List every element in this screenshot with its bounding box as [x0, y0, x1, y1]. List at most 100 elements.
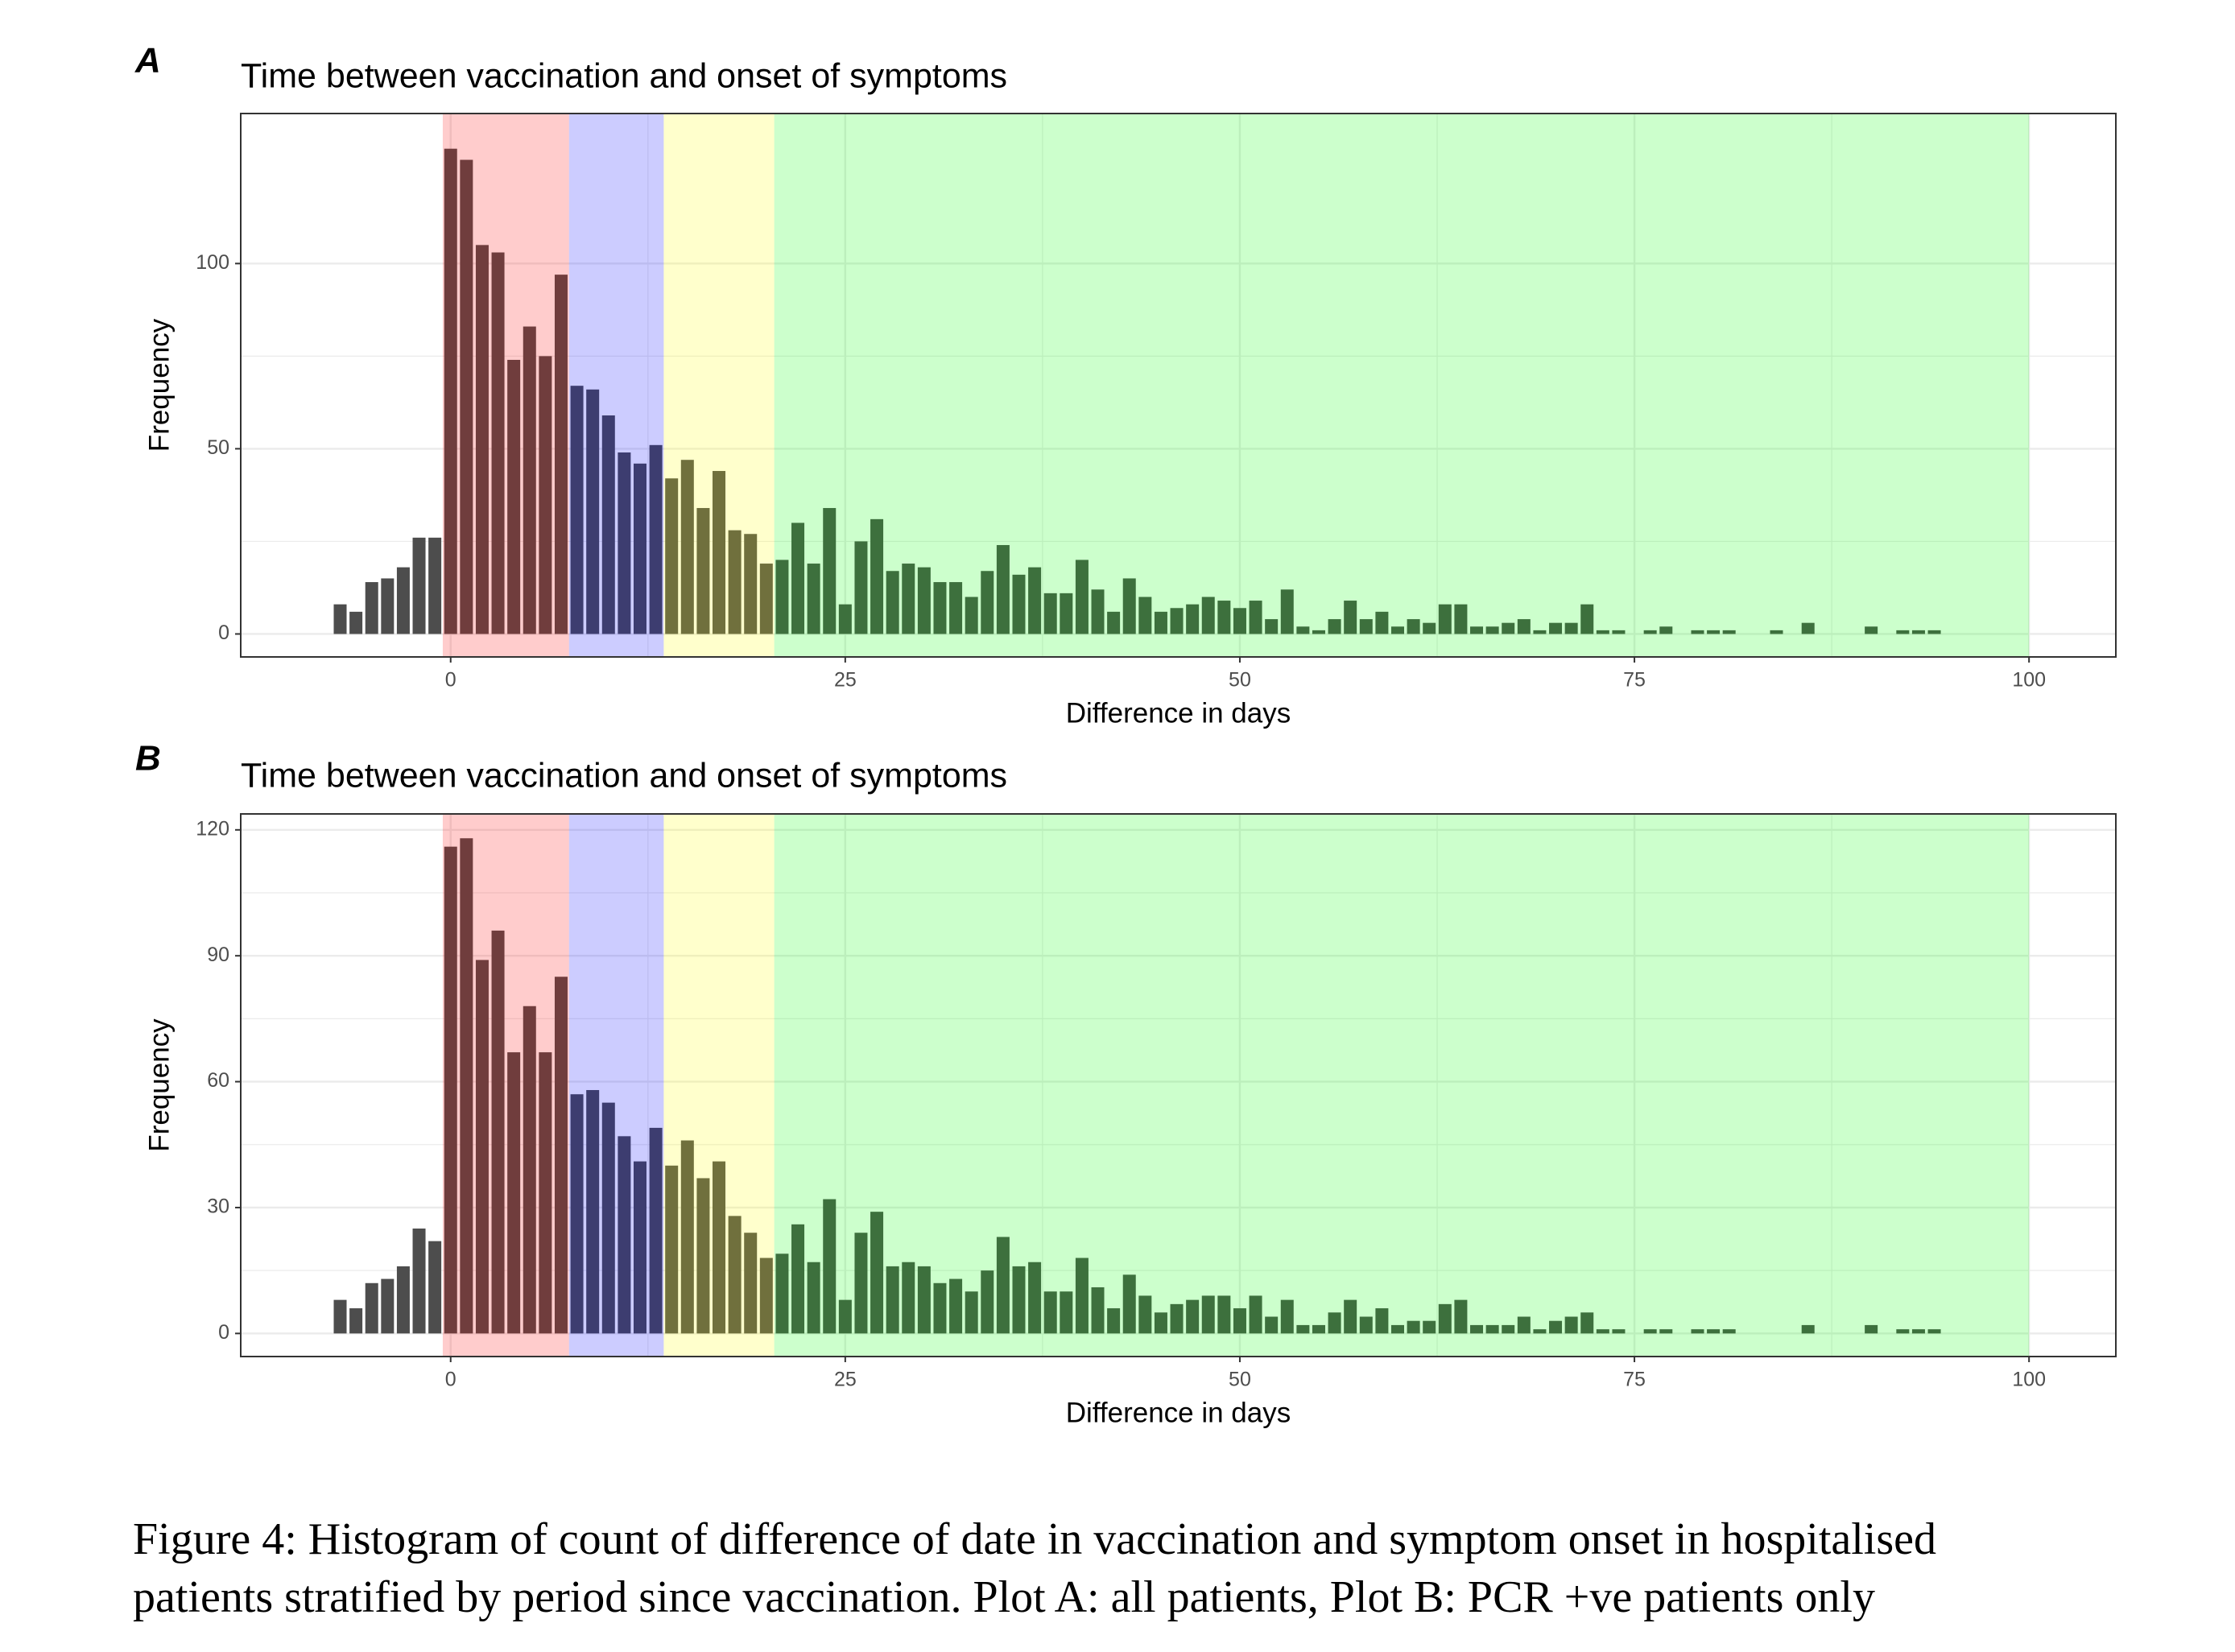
bar	[1328, 619, 1341, 634]
bar	[680, 460, 694, 634]
y-tick-label: 100	[196, 251, 229, 274]
bar	[633, 463, 647, 634]
bar	[1643, 630, 1657, 634]
y-axis-label: Frequency	[143, 318, 175, 452]
period-band	[442, 114, 569, 657]
bar	[1186, 604, 1200, 634]
bar	[1502, 622, 1515, 634]
bar	[491, 930, 505, 1334]
bar	[412, 1229, 426, 1334]
bar	[917, 567, 931, 634]
bar	[1643, 1329, 1657, 1334]
x-tick-label: 0	[445, 1369, 457, 1391]
bar	[870, 1212, 884, 1334]
bar	[838, 1299, 852, 1334]
bar	[507, 1052, 521, 1334]
bar	[1012, 1266, 1026, 1334]
bar	[1091, 589, 1105, 634]
bar	[1107, 611, 1121, 634]
bar	[1170, 608, 1184, 634]
bar	[1186, 1299, 1200, 1334]
bar	[1485, 1324, 1499, 1334]
bar	[570, 386, 584, 634]
bar	[1407, 1320, 1420, 1334]
bar	[601, 1102, 615, 1334]
bar	[539, 356, 552, 634]
period-band	[568, 814, 664, 1357]
bar	[886, 1266, 899, 1334]
bar	[365, 582, 378, 634]
bar	[1265, 619, 1279, 634]
bar	[1470, 626, 1484, 634]
bar	[965, 1291, 978, 1334]
x-tick-label: 0	[445, 669, 457, 692]
bar	[1028, 1262, 1042, 1334]
bar	[618, 1136, 631, 1334]
caption-line: patients stratified by period since vacc…	[133, 1572, 1875, 1622]
bar	[1107, 1308, 1121, 1334]
bar	[554, 275, 568, 634]
bar	[381, 578, 395, 634]
bar	[791, 1224, 805, 1334]
bar	[902, 1262, 915, 1334]
bar	[1390, 1324, 1405, 1334]
bar	[618, 452, 631, 634]
bar	[475, 960, 489, 1334]
period-band	[568, 114, 664, 657]
bar	[1075, 560, 1089, 634]
bar	[713, 471, 726, 634]
bar	[1502, 1324, 1515, 1334]
bar	[759, 564, 773, 634]
bar	[1122, 578, 1136, 634]
bar	[1344, 601, 1357, 634]
bar	[396, 567, 410, 634]
bar	[838, 604, 852, 634]
bar	[696, 508, 710, 634]
bar	[1312, 630, 1325, 634]
bar	[1517, 1316, 1531, 1334]
bar	[981, 1270, 994, 1334]
bar	[601, 415, 615, 634]
bar	[1280, 1299, 1294, 1334]
bar	[1691, 1329, 1704, 1334]
bar	[349, 1308, 363, 1334]
bar	[1911, 630, 1925, 634]
bar	[1423, 1320, 1436, 1334]
bar	[1122, 1274, 1136, 1334]
bar	[1043, 1291, 1057, 1334]
bar	[1138, 1295, 1152, 1334]
bar	[491, 252, 505, 634]
plot-background	[241, 114, 2116, 657]
bar	[1691, 630, 1704, 634]
x-tick-label: 75	[1623, 669, 1646, 692]
bar	[965, 597, 978, 634]
x-tick-label: 25	[834, 1369, 857, 1391]
bar	[1707, 1329, 1721, 1334]
bar	[412, 537, 426, 634]
bar	[823, 508, 837, 634]
bar	[1865, 626, 1878, 634]
bar	[1659, 626, 1673, 634]
bar	[1549, 622, 1563, 634]
plot-border	[240, 813, 2117, 1357]
bar	[1344, 1299, 1357, 1334]
bar	[1201, 597, 1215, 634]
bar	[1612, 1329, 1626, 1334]
bar	[1280, 589, 1294, 634]
bar	[381, 1278, 395, 1334]
bar	[728, 1216, 742, 1334]
bar	[1722, 630, 1736, 634]
bar	[428, 537, 442, 634]
bar	[744, 1233, 758, 1334]
bar	[870, 518, 884, 634]
bar	[1927, 630, 1941, 634]
bar	[996, 545, 1010, 634]
x-tick-label: 100	[2012, 669, 2046, 692]
bar	[1596, 1329, 1609, 1334]
bar	[823, 1199, 837, 1334]
bar	[1217, 601, 1231, 634]
bar	[428, 1241, 442, 1334]
bar	[1596, 630, 1609, 634]
y-tick-label: 0	[218, 622, 229, 644]
